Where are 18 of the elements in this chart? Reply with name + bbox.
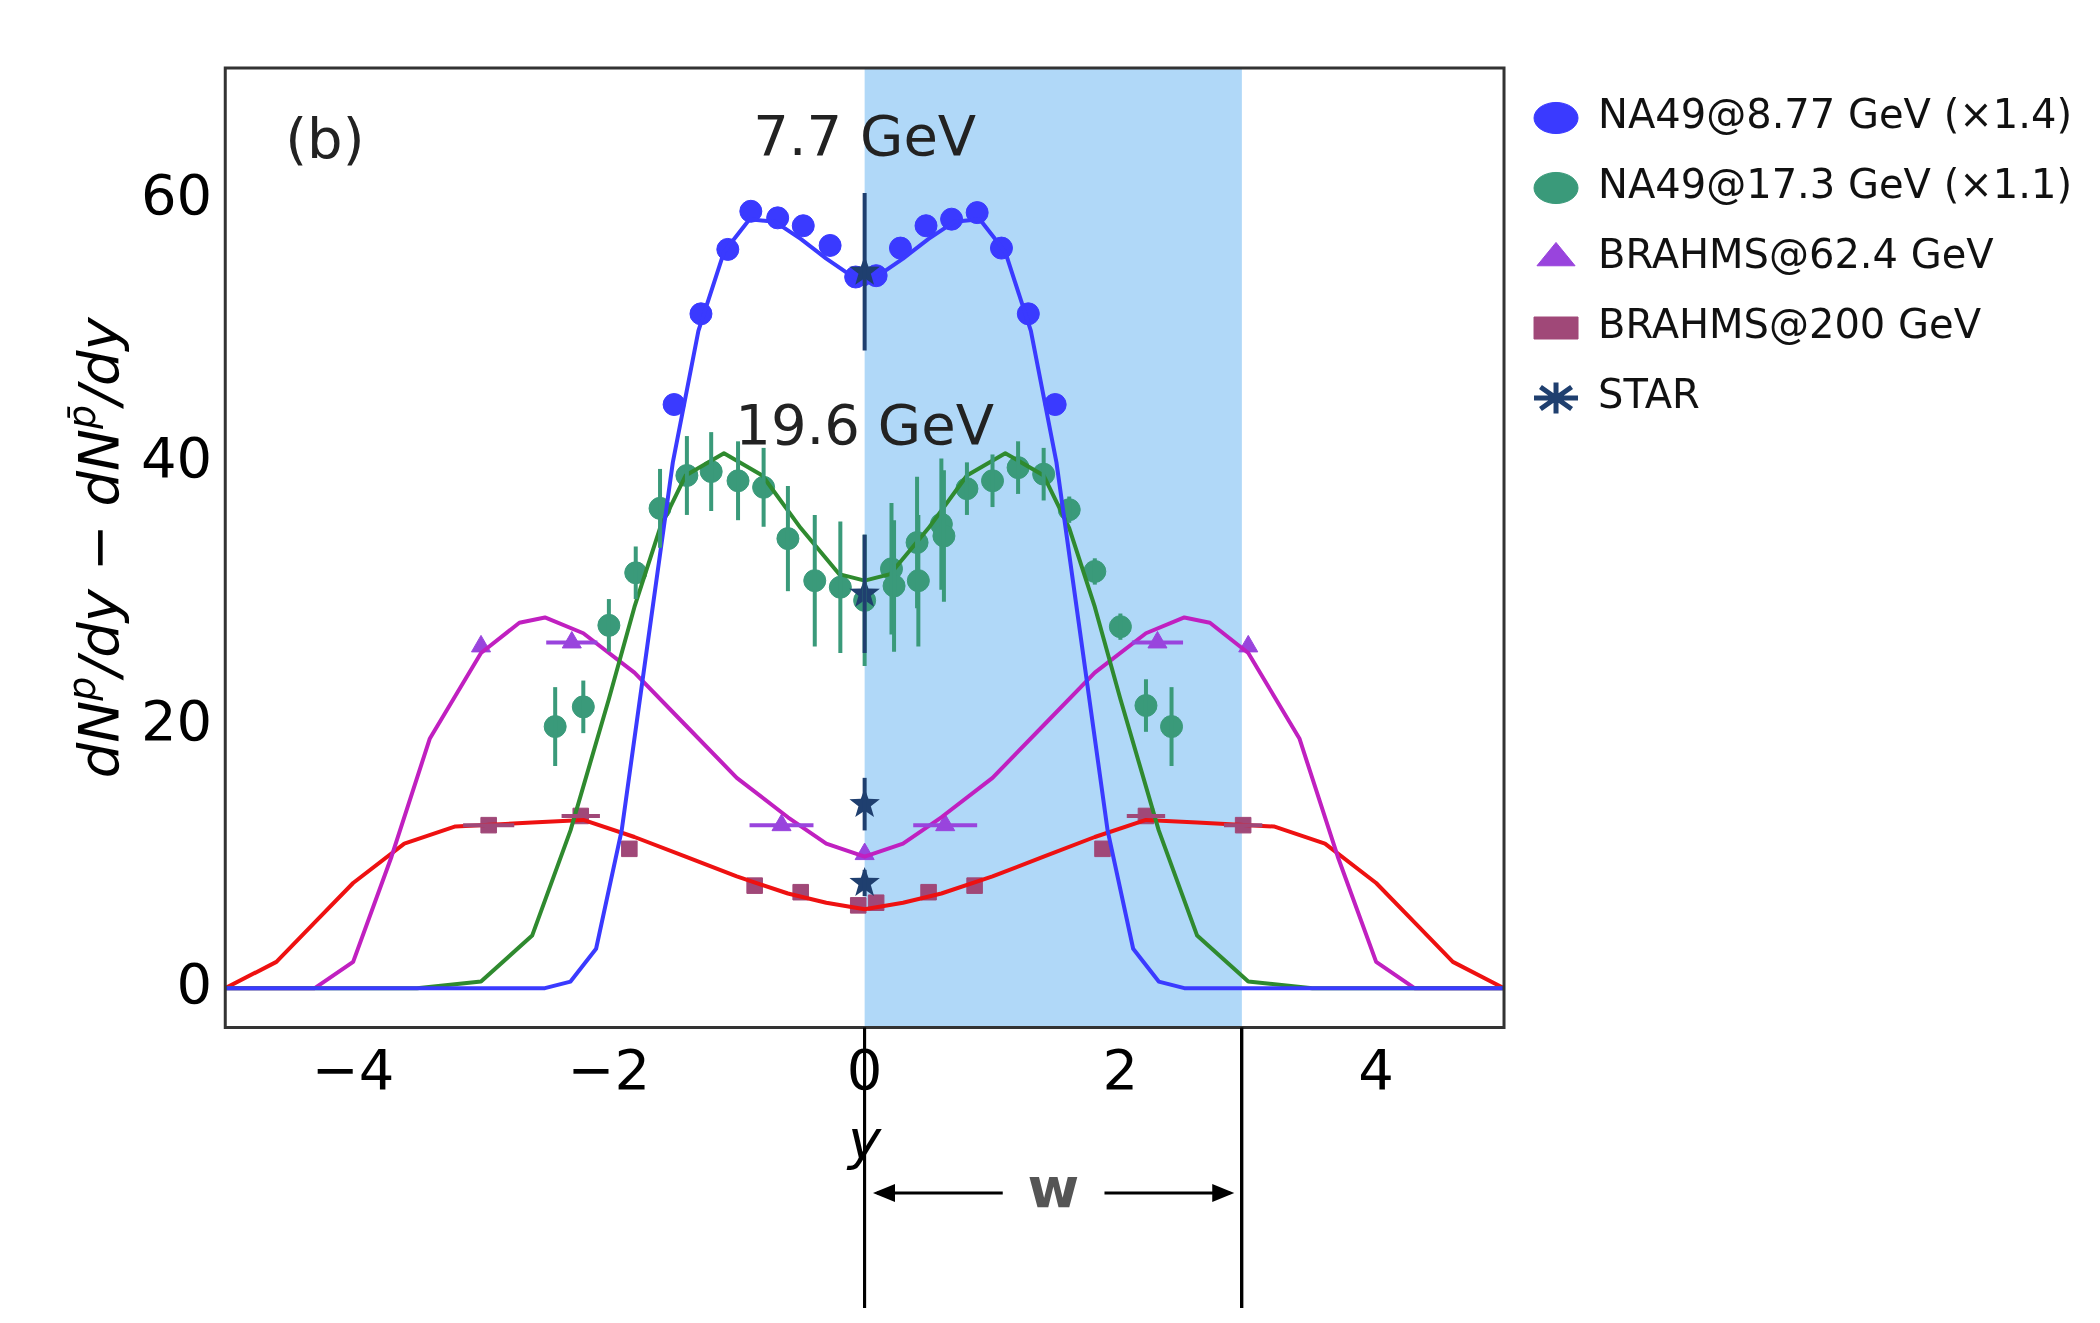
y-axis-title: dNp/dy − dNp̄/dy: [59, 316, 131, 779]
y-tick-label: 40: [140, 424, 213, 490]
legend-label: NA49@17.3 GeV (×1.1): [1598, 161, 2072, 208]
legend-label: BRAHMS@62.4 GeV: [1598, 231, 1995, 278]
x-tick-label: 2: [1102, 1036, 1139, 1102]
annotation: 7.7 GeV: [753, 102, 977, 168]
legend-label: STAR: [1598, 371, 1700, 418]
x-tick-label: −2: [567, 1036, 651, 1102]
text: w: [1027, 1155, 1080, 1221]
legend-label: BRAHMS@200 GeV: [1598, 301, 1982, 348]
legend-label: NA49@8.77 GeV (×1.4): [1598, 91, 2072, 138]
x-tick-label: −4: [311, 1036, 395, 1102]
annotation: (b): [285, 105, 365, 171]
annotation: 19.6 GeV: [735, 392, 994, 458]
x-tick-label: 4: [1358, 1036, 1394, 1102]
y-tick-label: 20: [140, 687, 213, 753]
y-tick-label: 60: [140, 162, 213, 227]
y-tick-label: 0: [176, 950, 213, 1016]
